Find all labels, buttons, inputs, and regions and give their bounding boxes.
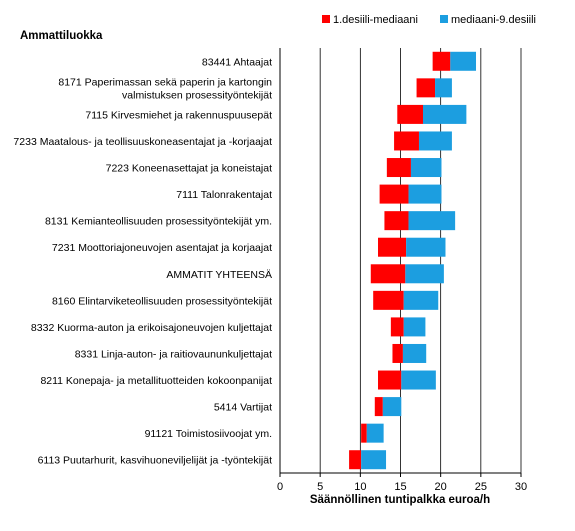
legend: 1.desiili-mediaani mediaani-9.desiili — [322, 14, 536, 26]
category-label: 7115 Kirvesmiehet ja rakennuspuusepät — [85, 109, 272, 121]
x-axis-title: Säännöllinen tuntipalkka euroa/h — [310, 494, 490, 506]
category-label: AMMATIT YHTEENSÄ — [166, 269, 272, 281]
bar-d1-median — [373, 290, 404, 310]
bar-median-d9 — [401, 370, 436, 390]
bar-median-d9 — [450, 51, 477, 71]
category-label: 83441 Ahtaajat — [202, 56, 272, 68]
bar-d1-median — [379, 184, 409, 204]
category-label: 6113 Puutarhurit, kasvihuoneviljelijät j… — [38, 455, 273, 467]
category-label: 7223 Koneenasettajat ja koneistajat — [106, 163, 272, 175]
bar-median-d9 — [418, 131, 452, 151]
category-label: 7231 Moottoriajoneuvojen asentajat ja ko… — [52, 242, 272, 254]
plot-area: 83441 Ahtaajat 8171 Paperimassan sekä pap… — [13, 48, 527, 493]
bar-d1-median — [394, 131, 419, 151]
category-label: valmistuksen prosessityöntekijät — [122, 89, 272, 101]
category-axis-title: Ammattiluokka — [20, 30, 103, 42]
x-tick-label: 15 — [394, 481, 406, 493]
category-label: 7111 Talonrakentajat — [176, 189, 272, 201]
x-tick-label: 25 — [475, 481, 487, 493]
bar-median-d9 — [408, 211, 456, 231]
bar-d1-median — [384, 211, 409, 231]
bar-median-d9 — [403, 317, 426, 337]
x-tick-label: 5 — [317, 481, 323, 493]
bar-median-d9 — [403, 290, 439, 310]
bar-d1-median — [361, 423, 367, 443]
bar-d1-median — [370, 264, 406, 284]
bar-median-d9 — [408, 184, 442, 204]
bar-d1-median — [386, 158, 411, 178]
category-label: 7233 Maatalous- ja teollisuuskoneasentaj… — [13, 136, 272, 148]
category-label: 8332 Kuorma-auton ja erikoisajoneuvojen … — [31, 322, 272, 334]
x-tick-label: 10 — [354, 481, 366, 493]
bar-median-d9 — [402, 343, 427, 363]
bar-d1-median — [378, 370, 402, 390]
bar-d1-median — [432, 51, 451, 71]
bar-d1-median — [374, 397, 383, 417]
x-tick-label: 0 — [277, 481, 283, 493]
category-label: 8171 Paperimassan sekä paperin ja karton… — [58, 76, 272, 88]
category-label: 8211 Konepaja- ja metallituotteiden koko… — [40, 375, 272, 387]
legend-label: mediaani-9.desiili — [451, 14, 536, 26]
bar-d1-median — [378, 237, 407, 257]
bar-d1-median — [392, 343, 403, 363]
category-label: 91121 Toimistosiivoojat ym. — [145, 428, 272, 440]
bar-median-d9 — [366, 423, 384, 443]
category-label: 5414 Vartijat — [214, 402, 272, 414]
bar-median-d9 — [422, 104, 467, 124]
bar-d1-median — [349, 450, 362, 470]
category-label: 8131 Kemianteollisuuden prosessityönteki… — [45, 216, 272, 228]
bar-median-d9 — [382, 397, 402, 417]
bar-median-d9 — [410, 158, 442, 178]
x-tick-label: 30 — [515, 481, 527, 493]
legend-swatch — [440, 15, 448, 23]
bar-median-d9 — [406, 237, 446, 257]
bar-median-d9 — [361, 450, 387, 470]
legend-label: 1.desiili-mediaani — [333, 14, 418, 26]
bar-median-d9 — [435, 78, 452, 98]
category-label: 8331 Linja-auton- ja raitiovaununkuljett… — [75, 348, 272, 360]
x-tick-label: 20 — [435, 481, 447, 493]
bar-d1-median — [416, 78, 436, 98]
bar-d1-median — [397, 104, 423, 124]
legend-swatch — [322, 15, 330, 23]
bar-median-d9 — [405, 264, 444, 284]
bar-d1-median — [390, 317, 404, 337]
category-label: 8160 Elintarviketeollisuuden prosessityö… — [52, 295, 272, 307]
